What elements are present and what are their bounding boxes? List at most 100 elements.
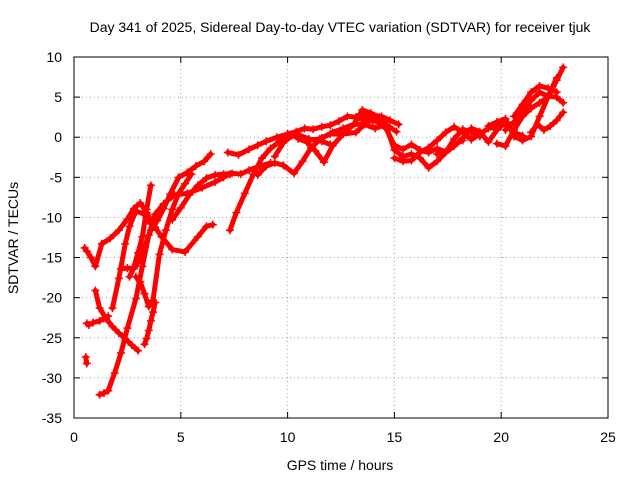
data-point [535,112,544,121]
series-line [109,208,158,311]
data-point [552,76,561,85]
data-point [559,98,568,107]
data-point [166,190,175,199]
data-point [206,150,215,159]
data-point [131,207,140,216]
data-point [317,122,326,131]
data-point [232,208,241,217]
data-point [223,148,232,157]
data-point [191,162,200,171]
data-point [146,226,155,235]
data-point [138,262,147,271]
data-point [552,88,561,97]
data-point [99,389,108,398]
data-point [262,137,271,146]
data-point [131,294,140,303]
data-point [328,142,337,151]
data-point [134,248,143,257]
data-point [373,113,382,122]
data-point [87,253,96,262]
data-point [518,112,527,121]
data-point [326,130,335,139]
data-point [343,112,352,121]
data-point [95,304,104,313]
data-point [424,143,433,152]
data-point [104,386,113,395]
data-point [240,189,249,198]
data-point [236,170,245,179]
data-point [302,138,311,147]
data-point [450,122,459,131]
data-point [97,239,106,248]
series-line [92,287,141,354]
data-point [501,126,510,135]
data-point [501,142,510,151]
data-point [95,316,104,325]
data-point [360,120,369,129]
data-point [441,148,450,157]
data-point [398,157,407,166]
data-point [253,141,262,150]
chart-title: Day 341 of 2025, Sidereal Day-to-day VTE… [90,19,592,35]
data-point [245,166,254,175]
data-point [187,170,196,179]
data-point [121,239,130,248]
data-point [89,318,98,327]
data-point [539,126,548,135]
data-point [149,308,158,317]
x-tick-label: 25 [600,429,616,445]
data-point [151,210,160,219]
data-point [544,84,553,93]
data-point [82,359,91,368]
data-point [433,136,442,145]
data-point [300,124,309,133]
data-point [416,148,425,157]
data-point [294,134,303,143]
data-point [253,170,262,179]
data-point [339,130,348,139]
data-point [407,140,416,149]
data-point [390,146,399,155]
data-point [91,262,100,271]
data-point [510,126,519,135]
data-point [202,222,211,231]
data-point [181,247,190,256]
data-point [552,116,561,125]
x-tick-label: 10 [280,429,296,445]
data-point [398,145,407,154]
data-point [533,120,542,129]
data-point [315,134,324,143]
data-point [114,274,123,283]
data-point [142,334,151,343]
data-point [228,169,237,178]
data-point [484,121,493,130]
y-tick-label: -35 [42,410,62,426]
data-point [492,126,501,135]
data-point [270,152,279,161]
data-point [381,121,390,130]
data-point [136,199,145,208]
y-tick-label: -5 [50,169,63,185]
data-point [123,263,132,272]
data-point [219,170,228,179]
data-point [142,205,151,214]
x-tick-label: 0 [70,429,78,445]
data-point [138,232,147,241]
data-point [151,298,160,307]
data-point [129,263,138,272]
plot-frame [73,56,609,419]
data-point [334,117,343,126]
series-arc-4 [91,286,143,355]
data-point [153,216,162,225]
data-point [364,112,373,121]
data-point [110,369,119,378]
data-point [298,157,307,166]
data-point [114,226,123,235]
x-axis-label: GPS time / hours [287,457,394,473]
series-line [528,109,566,135]
y-tick-label: 10 [46,49,62,65]
data-point [161,226,170,235]
data-point [106,234,115,243]
